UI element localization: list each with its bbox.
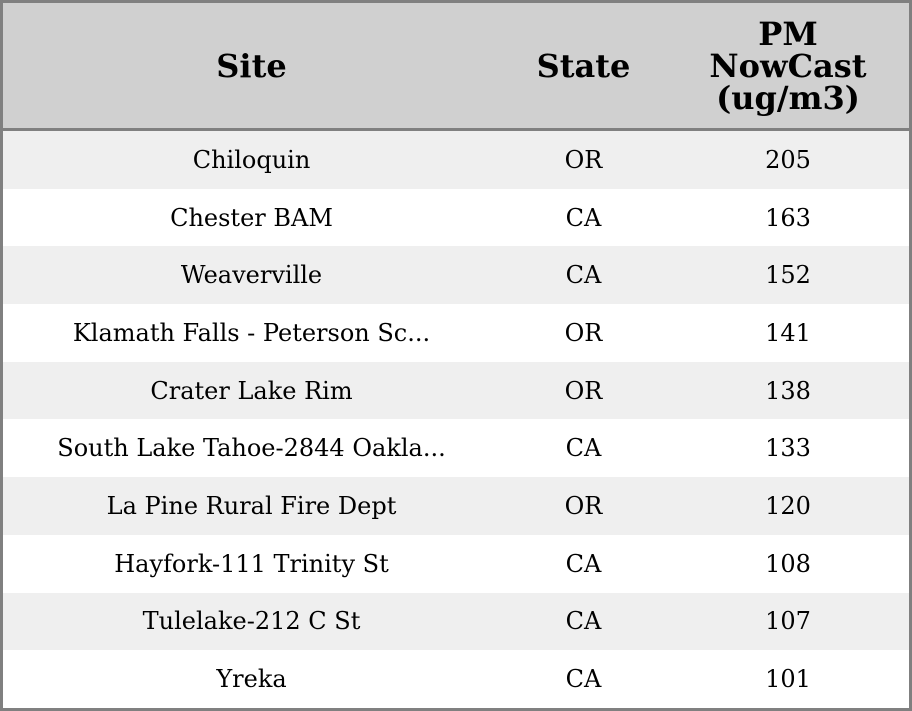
state-cell: OR xyxy=(500,129,667,189)
state-cell: CA xyxy=(500,419,667,478)
state-cell: CA xyxy=(500,592,667,651)
site-cell: Chiloquin xyxy=(3,129,500,189)
table-row: Chester BAM CA 163 xyxy=(3,188,909,247)
header-pm-line1: PM xyxy=(758,14,818,53)
table-row: Klamath Falls - Peterson Sc... OR 141 xyxy=(3,304,909,362)
pm-value-cell: 141 xyxy=(667,304,909,362)
header-pm-line2: NowCast xyxy=(709,46,867,85)
site-cell: La Pine Rural Fire Dept xyxy=(3,477,500,535)
state-cell: OR xyxy=(500,477,667,535)
header-pm-line3: (ug/m3) xyxy=(716,78,860,117)
pm-nowcast-table: Site State PM NowCast (ug/m3) Chiloquin O… xyxy=(3,3,909,708)
state-cell: OR xyxy=(500,304,667,362)
site-cell: Klamath Falls - Peterson Sc... xyxy=(3,304,500,362)
pm-value-cell: 133 xyxy=(667,419,909,478)
table-row: Tulelake-212 C St CA 107 xyxy=(3,592,909,651)
header-row: Site State PM NowCast (ug/m3) xyxy=(3,3,909,131)
header-pm-nowcast[interactable]: PM NowCast (ug/m3) xyxy=(667,3,909,131)
table-row: Yreka CA 101 xyxy=(3,650,909,708)
pm-value-cell: 107 xyxy=(667,592,909,651)
site-cell: Hayfork-111 Trinity St xyxy=(3,534,500,593)
pm-value-cell: 120 xyxy=(667,477,909,535)
pm-value-cell: 101 xyxy=(667,650,909,708)
state-cell: CA xyxy=(500,188,667,247)
pm-value-cell: 138 xyxy=(667,361,909,420)
site-cell: South Lake Tahoe-2844 Oakla... xyxy=(3,419,500,478)
state-cell: CA xyxy=(500,534,667,593)
table-row: Chiloquin OR 205 xyxy=(3,129,909,189)
site-cell: Weaverville xyxy=(3,246,500,305)
pm-value-cell: 205 xyxy=(667,129,909,189)
table-row: Hayfork-111 Trinity St CA 108 xyxy=(3,534,909,593)
table-row: Weaverville CA 152 xyxy=(3,246,909,305)
site-cell: Chester BAM xyxy=(3,188,500,247)
site-cell: Crater Lake Rim xyxy=(3,361,500,420)
header-state[interactable]: State xyxy=(500,3,667,131)
pm-value-cell: 108 xyxy=(667,534,909,593)
state-cell: CA xyxy=(500,650,667,708)
table-row: South Lake Tahoe-2844 Oakla... CA 133 xyxy=(3,419,909,478)
header-site[interactable]: Site xyxy=(3,3,500,131)
table-row: Crater Lake Rim OR 138 xyxy=(3,361,909,420)
pm-value-cell: 163 xyxy=(667,188,909,247)
state-cell: OR xyxy=(500,361,667,420)
pm-value-cell: 152 xyxy=(667,246,909,305)
site-cell: Yreka xyxy=(3,650,500,708)
state-cell: CA xyxy=(500,246,667,305)
site-cell: Tulelake-212 C St xyxy=(3,592,500,651)
table-row: La Pine Rural Fire Dept OR 120 xyxy=(3,477,909,535)
